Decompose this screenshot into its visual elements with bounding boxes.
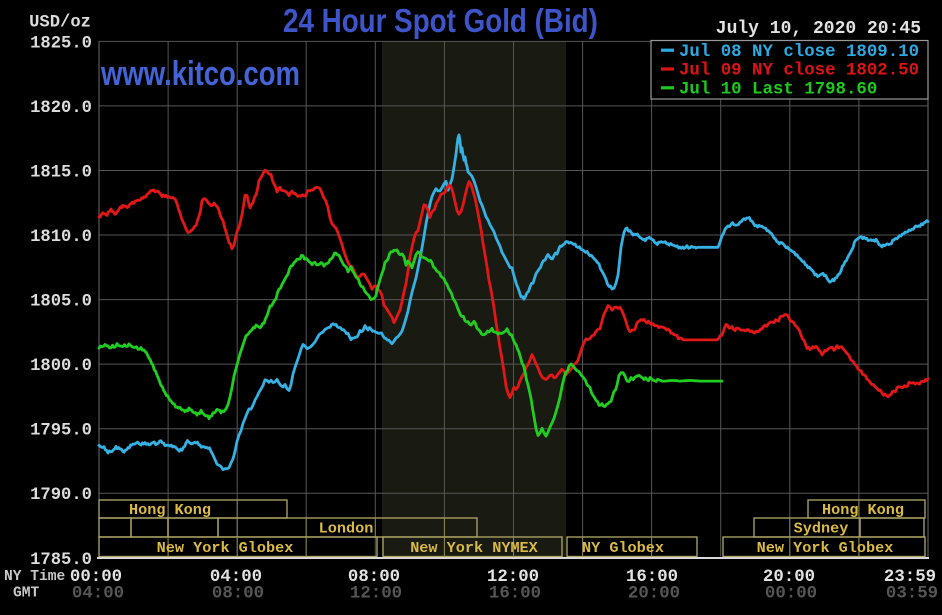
svg-text:1820.0: 1820.0 (30, 99, 92, 118)
svg-text:12:00: 12:00 (487, 568, 539, 587)
svg-text:16:00: 16:00 (626, 568, 678, 587)
svg-text:New York Globex: New York Globex (157, 539, 294, 557)
svg-text:00:00: 00:00 (70, 568, 122, 587)
svg-text:1825.0: 1825.0 (30, 34, 92, 53)
svg-text:Hong Kong: Hong Kong (822, 501, 904, 519)
svg-text:00:00: 00:00 (765, 585, 817, 604)
svg-text:04:00: 04:00 (210, 568, 262, 587)
svg-text:Hong Kong: Hong Kong (129, 501, 211, 519)
svg-text:12:00: 12:00 (350, 585, 402, 604)
svg-text:1785.0: 1785.0 (30, 551, 92, 570)
svg-text:16:00: 16:00 (489, 585, 541, 604)
svg-text:1805.0: 1805.0 (30, 293, 92, 312)
svg-text:New York Globex: New York Globex (757, 539, 894, 557)
svg-text:Jul 08 NY close 1809.10: Jul 08 NY close 1809.10 (679, 43, 919, 62)
svg-text:GMT: GMT (13, 586, 40, 602)
svg-text:20:00: 20:00 (763, 568, 815, 587)
svg-text:NY Time: NY Time (4, 569, 66, 585)
svg-text:1790.0: 1790.0 (30, 486, 92, 505)
svg-text:08:00: 08:00 (212, 585, 264, 604)
svg-text:NY Globex: NY Globex (582, 539, 664, 557)
svg-text:London: London (319, 520, 374, 538)
svg-text:08:00: 08:00 (348, 568, 400, 587)
svg-text:Sydney: Sydney (794, 520, 849, 538)
svg-text:20:00: 20:00 (628, 585, 680, 604)
svg-text:USD/oz: USD/oz (29, 14, 91, 33)
svg-text:1795.0: 1795.0 (30, 422, 92, 441)
svg-text:1810.0: 1810.0 (30, 228, 92, 247)
svg-text:1815.0: 1815.0 (30, 164, 92, 183)
svg-text:1800.0: 1800.0 (30, 357, 92, 376)
svg-text:04:00: 04:00 (72, 585, 124, 604)
svg-text:New York NYMEX: New York NYMEX (410, 539, 538, 557)
svg-text:03:59: 03:59 (886, 585, 938, 604)
svg-text:July 10, 2020 20:45: July 10, 2020 20:45 (716, 19, 921, 39)
svg-text:Jul 09 NY close 1802.50: Jul 09 NY close 1802.50 (679, 62, 919, 81)
svg-text:23:59: 23:59 (884, 568, 936, 587)
svg-text:Jul 10 Last 1798.60: Jul 10 Last 1798.60 (679, 80, 877, 99)
